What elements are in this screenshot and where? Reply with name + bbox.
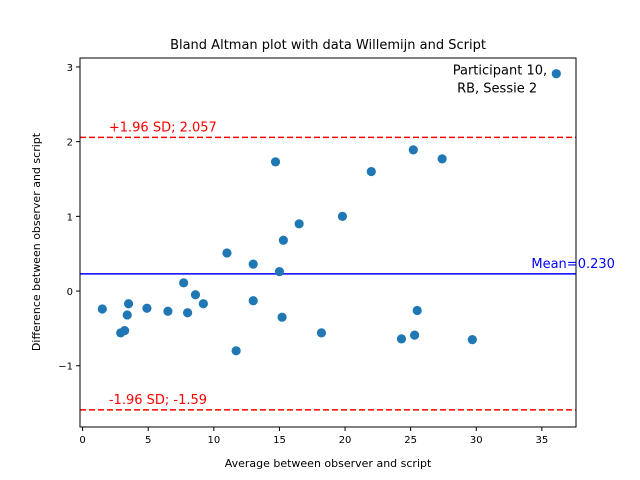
data-point: [396, 334, 407, 344]
y-axis-ticks: −1 0 1 2 3: [58, 63, 80, 373]
data-points: [97, 69, 561, 356]
data-point: [467, 335, 477, 345]
x-tick-label: 30: [470, 435, 483, 446]
data-point: [198, 299, 208, 309]
data-point: [437, 154, 447, 164]
y-axis-title: Difference between observer and script: [30, 132, 43, 351]
x-tick-label: 10: [207, 435, 220, 446]
x-tick-label: 15: [273, 435, 286, 446]
annotation-line-1: Participant 10,: [453, 64, 547, 79]
x-tick-label: 35: [536, 435, 549, 446]
reference-line-label: Mean=0.230: [531, 257, 615, 272]
data-point: [337, 211, 348, 221]
data-point: [231, 346, 241, 356]
data-point: [179, 278, 189, 288]
data-point: [122, 310, 132, 320]
reference-line-label: -1.96 SD; -1.59: [109, 393, 207, 408]
y-tick-label: 1: [67, 212, 73, 223]
data-point: [412, 305, 422, 316]
data-point: [97, 304, 107, 314]
data-point: [123, 299, 134, 309]
x-tick-label: 20: [339, 435, 352, 446]
data-point: [316, 328, 327, 338]
x-tick-label: 5: [145, 435, 151, 446]
data-point: [182, 308, 193, 318]
data-point: [366, 166, 376, 177]
x-axis-title: Average between observer and script: [225, 457, 432, 470]
annotations: Participant 10, RB, Sessie 2: [453, 64, 547, 97]
data-point: [142, 303, 152, 313]
data-point: [294, 219, 304, 229]
data-point: [551, 69, 561, 79]
data-point: [277, 312, 287, 322]
data-point: [410, 330, 420, 340]
data-point: [270, 157, 281, 167]
data-point: [248, 296, 258, 306]
data-point: [163, 306, 173, 316]
y-tick-label: 3: [67, 63, 73, 74]
plot-frame: [79, 57, 577, 428]
reference-lines: +1.96 SD; 2.057 -1.96 SD; -1.59 Mean=0.230: [80, 120, 615, 411]
x-tick-label: 25: [404, 435, 417, 446]
data-point: [190, 290, 201, 300]
x-axis-ticks: 0 5 10 15 20 25 30 35: [79, 427, 548, 446]
y-tick-label: −1: [58, 362, 73, 373]
annotation-line-2: RB, Sessie 2: [457, 82, 537, 97]
data-point: [248, 259, 258, 269]
data-point: [274, 267, 285, 277]
reference-line-label: +1.96 SD; 2.057: [109, 120, 217, 135]
x-tick-label: 0: [79, 435, 85, 446]
y-tick-label: 0: [67, 287, 73, 298]
data-point: [222, 248, 232, 258]
chart-title: Bland Altman plot with data Willemijn an…: [170, 38, 486, 53]
data-point: [278, 235, 288, 245]
y-tick-label: 2: [67, 138, 73, 149]
data-point: [120, 326, 130, 336]
data-point: [408, 145, 418, 155]
